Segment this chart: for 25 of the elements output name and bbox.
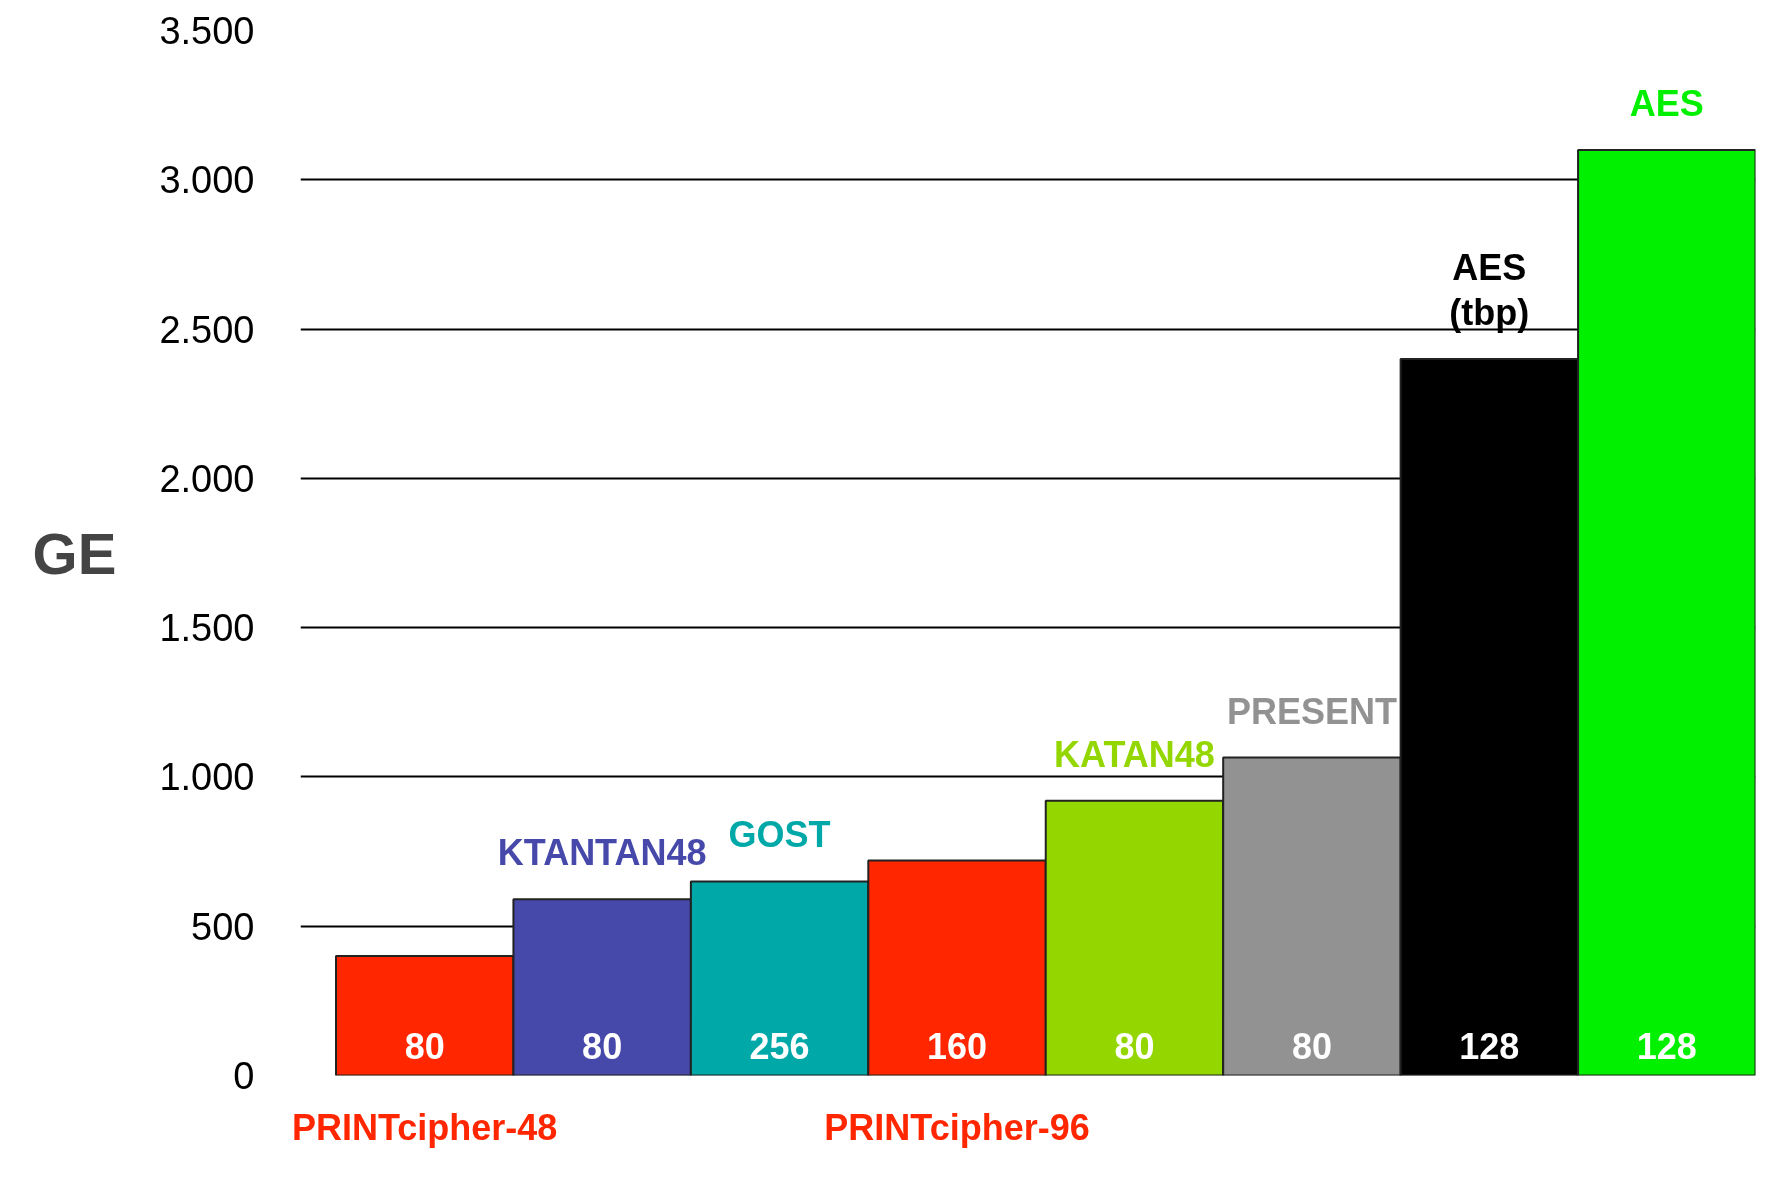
y-tick-label: 0 xyxy=(233,1055,255,1097)
y-axis-title: GE xyxy=(32,520,117,586)
x-tick-label: KATAN48 xyxy=(1054,733,1215,775)
annotation: 80 xyxy=(582,1025,623,1067)
annotation: 256 xyxy=(749,1025,810,1067)
annotation: 80 xyxy=(1291,1025,1332,1067)
x-tick-label: PRINTcipher-48 xyxy=(292,1106,558,1148)
annotation: 80 xyxy=(404,1025,445,1067)
annotation: 160 xyxy=(926,1025,988,1067)
y-tick-label: 500 xyxy=(191,905,255,948)
annotation: 128 xyxy=(1636,1025,1697,1067)
y-tick-label: 1.500 xyxy=(159,607,255,650)
x-tick-label: PRESENT xyxy=(1226,690,1397,732)
x-tick-label: AES xyxy=(1629,82,1704,124)
x-tick-label: KTANTAN48 xyxy=(497,832,707,874)
x-tick-label: AES (tbp) xyxy=(1449,246,1530,333)
y-tick-label: 1.000 xyxy=(159,756,255,799)
y-tick-label: 3.000 xyxy=(159,159,255,202)
y-tick-label: 2.500 xyxy=(159,308,255,351)
annotation: 80 xyxy=(1114,1025,1155,1067)
y-tick-label: 2.000 xyxy=(159,457,255,500)
x-tick-label: PRINTcipher-96 xyxy=(824,1106,1090,1148)
x-tick-label: GOST xyxy=(728,814,831,856)
annotation: 128 xyxy=(1459,1025,1520,1067)
y-tick-label: 3.500 xyxy=(159,10,255,52)
